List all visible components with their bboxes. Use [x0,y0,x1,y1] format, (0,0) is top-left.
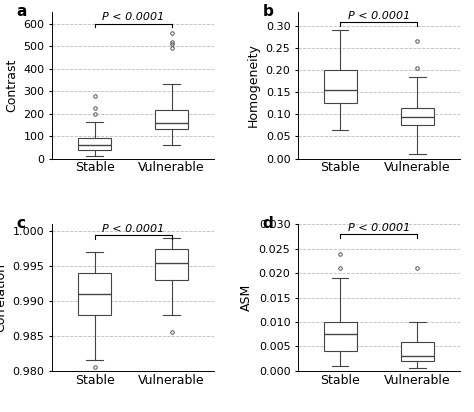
Text: d: d [263,216,273,231]
Y-axis label: Contrast: Contrast [5,59,18,112]
PathPatch shape [324,70,356,103]
PathPatch shape [401,108,434,125]
PathPatch shape [155,110,188,129]
PathPatch shape [78,273,111,315]
Text: P < 0.0001: P < 0.0001 [102,12,164,22]
Y-axis label: ASM: ASM [240,284,253,311]
Text: c: c [17,216,26,231]
PathPatch shape [155,249,188,280]
Text: b: b [263,4,273,19]
Text: P < 0.0001: P < 0.0001 [348,11,410,21]
PathPatch shape [401,342,434,361]
Text: P < 0.0001: P < 0.0001 [102,224,164,234]
Y-axis label: Correlation: Correlation [0,263,7,332]
PathPatch shape [78,138,111,150]
Text: P < 0.0001: P < 0.0001 [348,223,410,233]
PathPatch shape [324,322,356,351]
Y-axis label: Homogeneity: Homogeneity [247,44,260,127]
Text: a: a [17,4,27,19]
